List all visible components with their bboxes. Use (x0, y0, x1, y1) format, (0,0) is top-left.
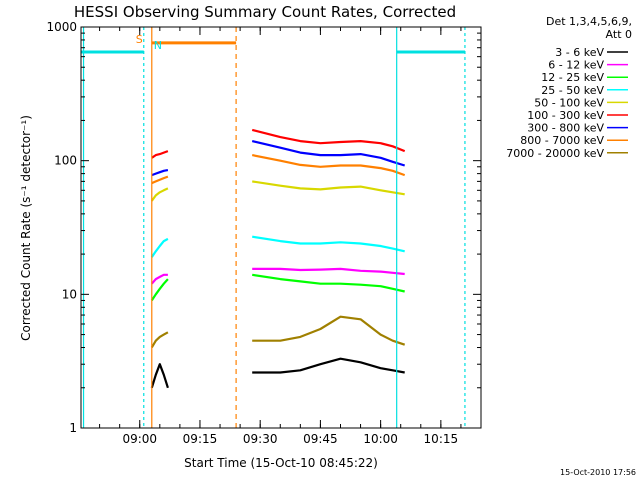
x-tick-label: 09:30 (243, 432, 278, 446)
footer-timestamp: 15-Oct-2010 17:56 (560, 468, 636, 477)
legend-label: 3 - 6 keV (555, 46, 604, 59)
x-tick-label: 10:15 (424, 432, 459, 446)
series-line-300-800-kev (251, 140, 406, 167)
saa-label: S (136, 33, 143, 46)
x-tick-label: 09:45 (303, 432, 338, 446)
legend-label: 6 - 12 keV (548, 59, 604, 72)
legend-label: 800 - 7000 keV (520, 134, 604, 147)
x-tick-label: 09:15 (183, 432, 218, 446)
legend-label: 50 - 100 keV (534, 96, 604, 109)
night-label: N (154, 39, 162, 52)
axis-ticks: 09:00 09:15 09:30 09:45 10:00 10:15 1 10 100 1000 (46, 20, 482, 446)
legend-label: 12 - 25 keV (541, 71, 604, 84)
x-axis-label: Start Time (15-Oct-10 08:45:22) (184, 456, 378, 470)
y-tick-label: 100 (54, 154, 77, 168)
series-line-7000-20000-kev (252, 315, 406, 346)
y-tick-label: 10 (62, 287, 77, 301)
y-axis-label: Corrected Count Rate (s⁻¹ detector⁻¹) (19, 115, 33, 341)
x-tick-label: 10:00 (363, 432, 398, 446)
plot-frame (80, 26, 482, 429)
series-line-6-12-kev (252, 267, 405, 276)
series-line-800-7000-kev (151, 175, 169, 185)
legend-header-line-2: Att 0 (606, 28, 632, 41)
series-line-100-300-kev (151, 150, 169, 159)
series-layer (150, 128, 406, 389)
series-line-50-100-kev (252, 180, 405, 196)
series-line-12-25-kev (150, 278, 169, 302)
chart-title: HESSI Observing Summary Count Rates, Cor… (74, 3, 456, 21)
series-line-800-7000-kev (251, 154, 406, 177)
series-line-25-50-kev (150, 237, 169, 258)
legend-label: 7000 - 20000 keV (506, 147, 604, 160)
y-tick-label: 1000 (46, 20, 77, 34)
series-line-25-50-kev (252, 235, 405, 253)
series-line-3-6-kev (252, 357, 405, 374)
series-line-300-800-kev (151, 169, 169, 177)
series-line-100-300-kev (251, 128, 406, 153)
y-tick-label: 1 (69, 421, 77, 435)
series-line-12-25-kev (252, 273, 405, 293)
legend-label: 300 - 800 keV (527, 122, 604, 135)
x-tick-label: 09:00 (122, 432, 157, 446)
legend-label: 100 - 300 keV (527, 109, 604, 122)
series-line-6-12-kev (150, 273, 168, 285)
legend-label: 25 - 50 keV (541, 84, 604, 97)
series-line-7000-20000-kev (150, 331, 169, 349)
legend-header-line-1: Det 1,3,4,5,6,9, (546, 15, 632, 28)
series-line-3-6-kev (150, 363, 169, 389)
series-line-50-100-kev (150, 187, 169, 202)
